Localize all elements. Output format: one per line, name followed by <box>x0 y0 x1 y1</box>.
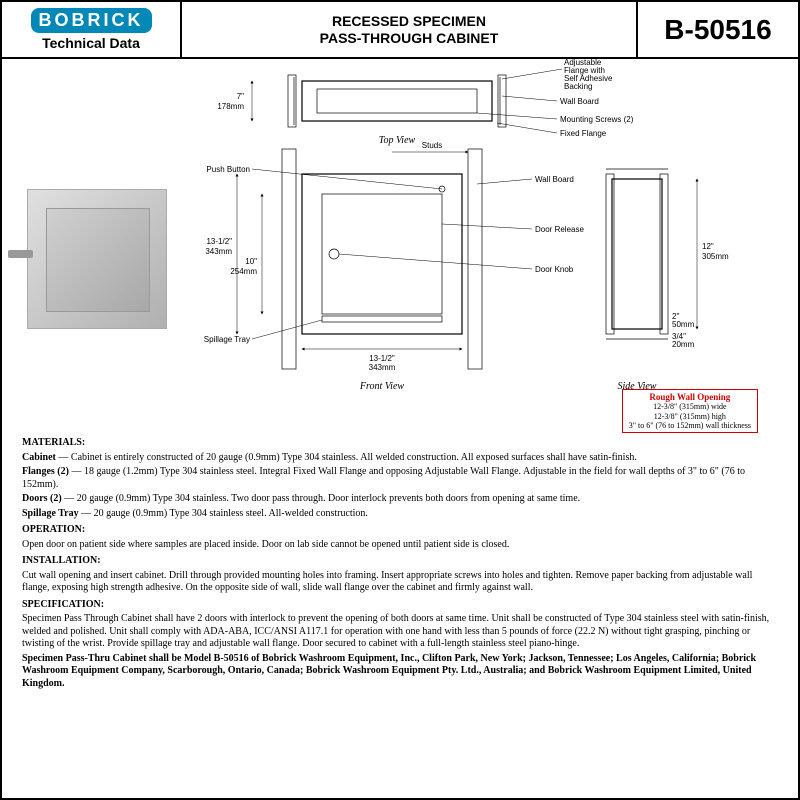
dim-front-w-mm: 343mm <box>369 363 396 372</box>
title-line-2: PASS-THROUGH CABINET <box>320 30 499 46</box>
dim-side-a-mm: 50mm <box>672 320 695 329</box>
dim-top-w: 7" <box>237 92 244 101</box>
rough-line-1: 12-3/8" (315mm) wide <box>629 402 751 411</box>
body-text: MATERIALS: Cabinet — Cabinet is entirely… <box>2 429 798 700</box>
callout-fixed-flange: Fixed Flange <box>560 129 607 138</box>
brand-subtitle: Technical Data <box>10 35 172 51</box>
rough-line-2: 12-3/8" (315mm) high <box>629 412 751 421</box>
header: BOBRICK Technical Data RECESSED SPECIMEN… <box>2 2 798 59</box>
svg-text:Backing: Backing <box>564 82 592 91</box>
model-number: B-50516 <box>638 2 798 57</box>
operation-text: Open door on patient side where samples … <box>22 539 778 552</box>
dim-front-h: 13-1/2" <box>206 237 232 246</box>
specification-text: Specimen Pass Through Cabinet shall have… <box>22 613 778 651</box>
materials-doors: Doors (2) — 20 gauge (0.9mm) Type 304 st… <box>22 493 778 506</box>
materials-flanges: Flanges (2) — 18 gauge (1.2mm) Type 304 … <box>22 466 778 491</box>
callout-wall-board-2: Wall Board <box>535 175 574 184</box>
installation-heading: INSTALLATION: <box>22 555 778 568</box>
brand-logo: BOBRICK <box>31 8 152 33</box>
dim-top-w-mm: 178mm <box>217 102 244 111</box>
header-brand-block: BOBRICK Technical Data <box>2 2 182 57</box>
dim-front-w: 13-1/2" <box>369 354 395 363</box>
callout-door-release: Door Release <box>535 225 584 234</box>
callout-door-knob: Door Knob <box>535 265 574 274</box>
installation-text: Cut wall opening and insert cabinet. Dri… <box>22 570 778 595</box>
technical-drawings: 7" 178mm Adjustable Flange with Self Adh… <box>2 59 798 429</box>
dim-front-inner: 10" <box>245 257 257 266</box>
specification-footer: Specimen Pass-Thru Cabinet shall be Mode… <box>22 653 778 691</box>
callout-screws: Mounting Screws (2) <box>560 115 634 124</box>
materials-cabinet: Cabinet — Cabinet is entirely constructe… <box>22 452 778 465</box>
drawings-svg: 7" 178mm Adjustable Flange with Self Adh… <box>2 59 798 429</box>
dim-front-inner-mm: 254mm <box>230 267 257 276</box>
callout-wall-board: Wall Board <box>560 97 599 106</box>
rough-line-3: 3" to 6" (76 to 152mm) wall thickness <box>629 421 751 430</box>
product-title: RECESSED SPECIMEN PASS-THROUGH CABINET <box>182 2 638 57</box>
operation-heading: OPERATION: <box>22 524 778 537</box>
specification-heading: SPECIFICATION: <box>22 599 778 612</box>
materials-heading: MATERIALS: <box>22 437 778 450</box>
title-line-1: RECESSED SPECIMEN <box>332 13 486 29</box>
rough-opening-box: Rough Wall Opening 12-3/8" (315mm) wide … <box>622 389 758 433</box>
front-view-label: Front View <box>359 381 404 392</box>
dim-side-b-mm: 20mm <box>672 340 695 349</box>
materials-spillage: Spillage Tray — 20 gauge (0.9mm) Type 30… <box>22 508 778 521</box>
callout-studs: Studs <box>422 141 442 150</box>
rough-title: Rough Wall Opening <box>629 392 751 402</box>
callout-push-button: Push Button <box>206 165 250 174</box>
top-view-label: Top View <box>379 135 416 146</box>
callout-spillage: Spillage Tray <box>204 335 250 344</box>
dim-side-h: 12" <box>702 242 714 251</box>
dim-side-h-mm: 305mm <box>702 252 729 261</box>
dim-front-h-mm: 343mm <box>205 247 232 256</box>
tech-data-sheet: BOBRICK Technical Data RECESSED SPECIMEN… <box>0 0 800 800</box>
